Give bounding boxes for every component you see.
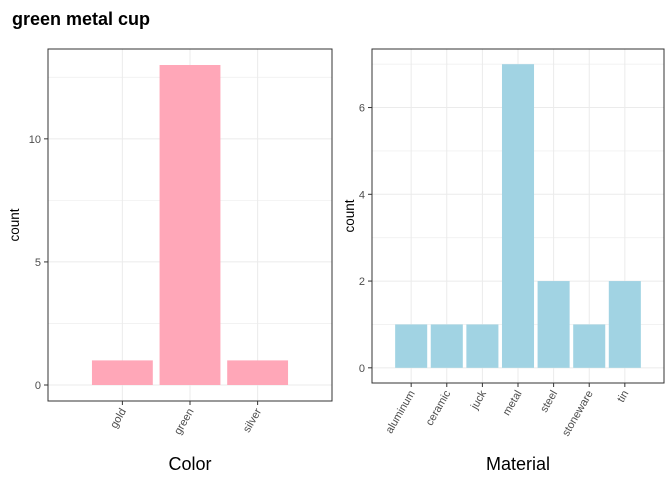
bar-silver	[227, 360, 289, 385]
y-axis-ticks: 0 2 4 6	[359, 103, 372, 375]
x-axis-ticks: aluminum ceramic juck metal steel stoneware ti…	[384, 383, 631, 439]
bar-steel	[537, 281, 570, 368]
x-tick-label: aluminum	[384, 389, 418, 436]
y-tick-label: 2	[359, 276, 365, 288]
x-tick-label: metal	[501, 389, 525, 418]
y-tick-label: 0	[359, 363, 365, 375]
x-tick-label: tin	[615, 389, 631, 405]
page-title: green metal cup	[12, 9, 151, 29]
bars	[395, 64, 641, 368]
y-axis-label: count	[342, 199, 357, 232]
bar-metal	[501, 64, 535, 368]
x-tick-label: stoneware	[560, 389, 596, 439]
x-tick-label: ceramic	[424, 388, 454, 428]
y-tick-label: 10	[29, 134, 41, 146]
y-tick-label: 0	[35, 380, 41, 392]
x-tick-label: steel	[538, 389, 560, 415]
bar-aluminum	[395, 324, 428, 368]
x-axis-label: Material	[486, 454, 550, 474]
bar-juck	[466, 324, 499, 368]
bar-gold	[91, 360, 153, 385]
x-axis-label: Color	[168, 454, 211, 474]
y-tick-label: 4	[359, 189, 365, 201]
y-tick-label: 6	[359, 103, 365, 115]
y-tick-label: 5	[35, 257, 41, 269]
bar-green	[159, 65, 221, 385]
y-axis-label: count	[7, 208, 22, 241]
y-axis-ticks: 0 5 10	[29, 134, 48, 392]
bar-tin	[608, 281, 641, 368]
bar-ceramic	[430, 324, 463, 368]
bars	[91, 65, 289, 385]
bar-stoneware	[573, 324, 606, 368]
x-tick-label: juck	[468, 388, 489, 412]
